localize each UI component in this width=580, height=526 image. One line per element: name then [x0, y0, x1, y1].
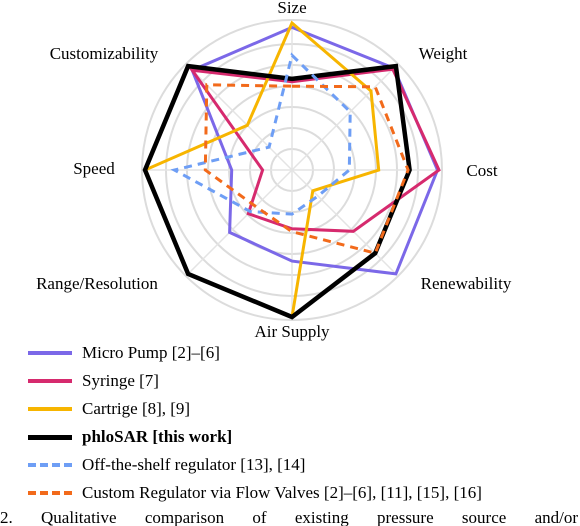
legend-label-custom-regulator: Custom Regulator via Flow Valves [2]–[6]… — [82, 483, 482, 502]
series-syringe — [189, 67, 441, 233]
legend-swatch-syringe — [28, 379, 72, 383]
radar-series — [142, 20, 441, 320]
legend-label-syringe: Syringe [7] — [82, 371, 159, 390]
legend-item-phlosar: phloSAR [this work] — [28, 425, 568, 449]
legend-item-custom-regulator: Custom Regulator via Flow Valves [2]–[6]… — [28, 481, 568, 505]
axis-label-speed: Speed — [73, 159, 115, 178]
grid-spoke-range-resolution — [187, 169, 293, 275]
legend-label-phlosar: phloSAR [this work] — [82, 427, 233, 446]
grid-spoke-renewability — [291, 169, 397, 275]
grid-ring — [141, 19, 443, 321]
legend-label-cartrige: Cartrige [8], [9] — [82, 399, 191, 418]
axis-label-cost: Cost — [466, 161, 497, 180]
legend-item-cartrige: Cartrige [8], [9] — [28, 397, 568, 421]
axis-label-size: Size — [277, 0, 306, 17]
legend-swatch-custom-regulator — [28, 491, 72, 495]
axis-label-weight: Weight — [419, 44, 468, 63]
legend-item-off-the-shelf-regulator: Off-the-shelf regulator [13], [14] — [28, 453, 568, 477]
legend-swatch-phlosar — [28, 434, 72, 440]
series-custom-regulator-via-flow-valves — [203, 83, 410, 255]
legend-swatch-off-the-shelf-regulator — [28, 463, 72, 467]
series-phlosar — [142, 63, 412, 320]
grid-spoke-weight — [291, 65, 397, 171]
legend-label-off-the-shelf-regulator: Off-the-shelf regulator [13], [14] — [82, 455, 306, 474]
axis-label-air-supply: Air Supply — [254, 322, 330, 341]
legend-swatch-cartrige — [28, 407, 72, 411]
axis-label-renewability: Renewability — [421, 274, 512, 293]
legend-swatch-micro-pump — [28, 351, 72, 355]
radar-chart: Size Weight Cost Renewability Air Supply Rang… — [36, 0, 512, 341]
axis-label-range-resolution: Range/Resolution — [36, 274, 158, 293]
radar-axis-labels: Size Weight Cost Renewability Air Supply Rang… — [36, 0, 512, 341]
series-off-the-shelf-regulator — [170, 52, 352, 216]
axis-label-customizability: Customizability — [50, 44, 159, 63]
figure-caption: 2. Qualitative comparison of existing pr… — [0, 508, 578, 526]
legend-item-syringe: Syringe [7] — [28, 369, 568, 393]
